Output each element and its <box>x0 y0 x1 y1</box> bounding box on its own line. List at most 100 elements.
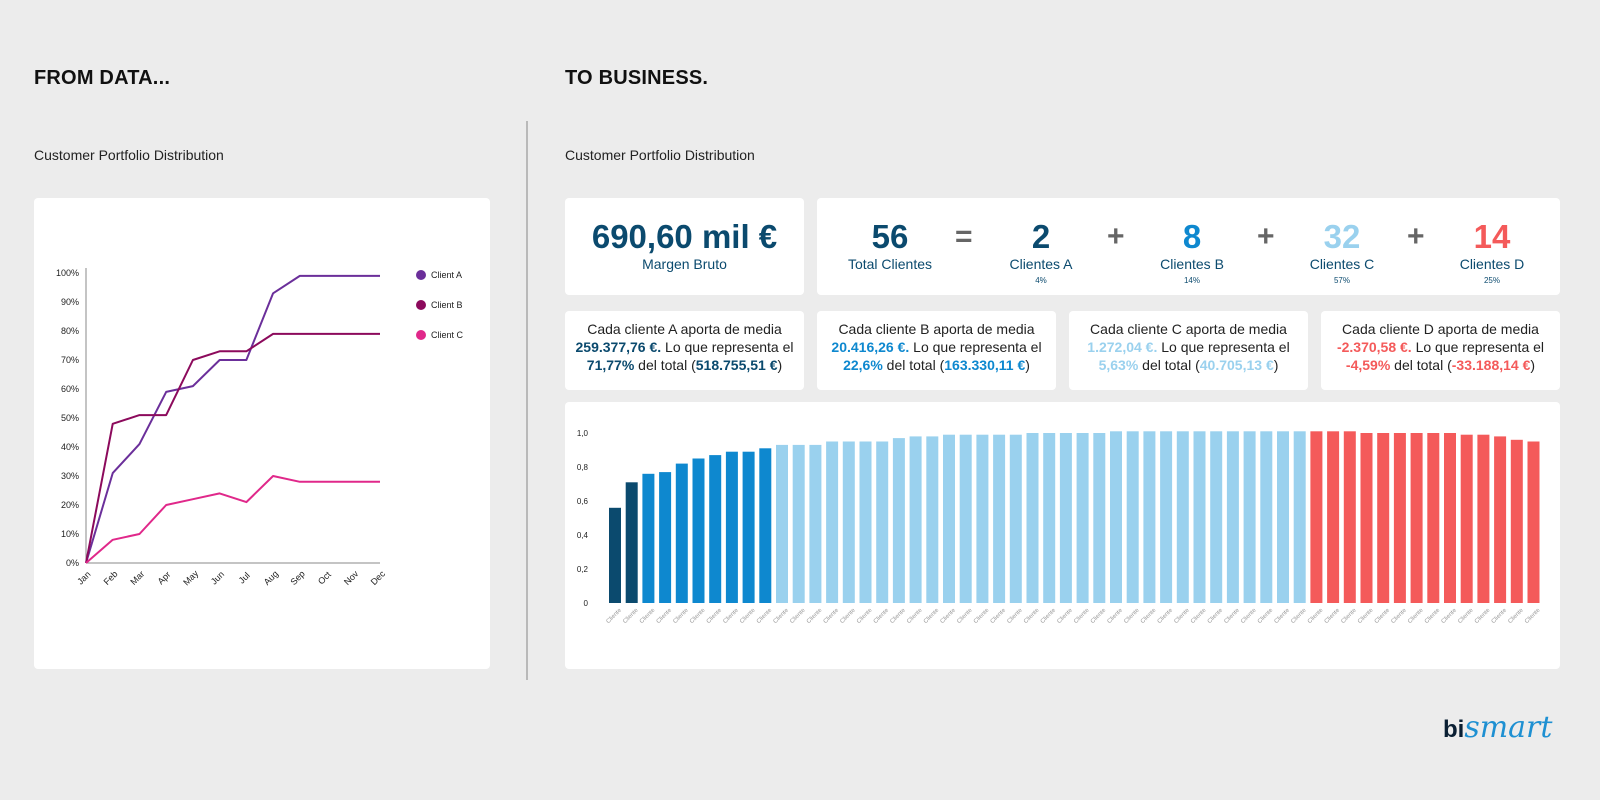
x-tick-label: Cliente <box>1090 607 1108 625</box>
card-b-tail: del total ( <box>882 357 945 373</box>
bar <box>1110 431 1122 603</box>
margin-label: Margen Bruto <box>642 256 727 272</box>
x-tick-label: Aug <box>262 569 280 587</box>
bar <box>976 434 989 603</box>
card-a-line1: Cada cliente A aporta de media <box>587 321 782 337</box>
x-tick-label: Jul <box>237 570 252 585</box>
x-tick-label: Sep <box>288 569 306 587</box>
bar <box>1410 433 1423 603</box>
x-tick-label: Cliente <box>1040 607 1058 625</box>
plus-sign-3: + <box>1407 220 1425 253</box>
y-tick-label: 20% <box>61 500 79 510</box>
card-c-pct: 5,63% <box>1098 357 1139 373</box>
x-tick-label: Nov <box>342 568 361 587</box>
x-tick-label: Cliente <box>1474 607 1492 625</box>
clients-d-pct: 25% <box>1483 276 1500 285</box>
y-tick-label: 0,8 <box>577 463 589 472</box>
logo-smart: smart <box>1464 710 1553 745</box>
card-b-total: 163.330,11 € <box>944 357 1026 373</box>
bar <box>909 436 922 603</box>
x-tick-label: Cliente <box>756 607 774 625</box>
card-d-total: -33.188,14 € <box>1451 357 1531 373</box>
x-tick-label: Cliente <box>1307 607 1325 625</box>
x-tick-label: Cliente <box>1140 607 1158 625</box>
x-tick-label: Cliente <box>639 607 657 625</box>
bar <box>1210 431 1223 603</box>
x-tick-label: Cliente <box>806 607 824 625</box>
x-tick-label: Cliente <box>1023 607 1041 625</box>
bar <box>642 473 655 603</box>
x-tick-label: Oct <box>316 569 333 586</box>
bar <box>1477 434 1490 603</box>
left-heading: FROM DATA... <box>34 67 171 89</box>
card-c-tail: del total ( <box>1138 357 1200 373</box>
x-tick-label: Cliente <box>1157 607 1175 625</box>
card-b-avg: 20.416,26 €. <box>831 339 910 355</box>
series-line-client-c <box>85 475 380 564</box>
x-tick-label: Cliente <box>1207 607 1225 625</box>
x-tick-label: Cliente <box>706 607 724 625</box>
bar <box>1343 431 1356 603</box>
y-tick-label: 0,2 <box>577 565 589 574</box>
x-tick-label: Cliente <box>739 607 757 625</box>
legend-marker <box>416 270 426 280</box>
card-d-mid: Lo que representa el <box>1411 339 1545 355</box>
bar <box>1277 431 1289 603</box>
y-tick-label: 0 <box>584 599 589 608</box>
clients-b-label: Clientes B <box>1160 256 1224 272</box>
x-tick-label: Cliente <box>1507 607 1525 625</box>
bar <box>625 482 638 603</box>
y-tick-label: 0,4 <box>577 531 589 540</box>
x-tick-label: Cliente <box>906 607 924 625</box>
card-d-line1: Cada cliente D aporta de media <box>1342 321 1539 337</box>
card-d-pct: -4,59% <box>1345 357 1391 373</box>
legend-label: Client B <box>431 300 463 310</box>
bar <box>1527 441 1540 603</box>
bar <box>826 441 839 603</box>
card-clients-a: Cada cliente A aporta de media 259.377,7… <box>565 311 804 390</box>
card-d-avg: -2.370,58 €. <box>1336 339 1412 355</box>
bar <box>926 436 939 603</box>
bar <box>675 463 688 603</box>
y-tick-label: 10% <box>61 529 79 539</box>
x-tick-label: Cliente <box>773 607 791 625</box>
plus-sign-2: + <box>1257 220 1275 253</box>
bar <box>742 451 755 603</box>
card-c-total: 40.705,13 € <box>1199 357 1274 373</box>
bismart-logo: bismart <box>1443 710 1552 750</box>
x-tick-label: Cliente <box>789 607 807 625</box>
x-tick-label: Cliente <box>1223 607 1241 625</box>
clients-summary-card: 56 Total Clientes = 2 Clientes A 4% + 8 … <box>817 198 1560 295</box>
bar <box>1126 431 1139 603</box>
bar <box>1327 431 1340 603</box>
bar <box>1226 431 1239 603</box>
card-clients-b: Cada cliente B aporta de media 20.416,26… <box>817 311 1056 390</box>
bar <box>1076 433 1089 603</box>
card-c-avg: 1.272,04 €. <box>1087 339 1158 355</box>
bar <box>809 444 822 603</box>
section-divider <box>526 121 528 680</box>
card-b-mid: Lo que representa el <box>909 339 1042 355</box>
right-chart-title: Customer Portfolio Distribution <box>565 147 755 163</box>
x-tick-label: Cliente <box>1056 607 1074 625</box>
x-tick-label: Cliente <box>1407 607 1425 625</box>
clients-a-label: Clientes A <box>1009 256 1073 272</box>
clients-a-value: 2 <box>1031 218 1051 255</box>
bar <box>859 441 872 603</box>
x-tick-label: Cliente <box>973 607 991 625</box>
bar <box>1176 431 1189 603</box>
y-tick-label: 100% <box>56 268 79 278</box>
bar <box>1444 433 1456 603</box>
x-tick-label: Dec <box>369 568 388 587</box>
bar <box>959 434 972 603</box>
x-tick-label: Cliente <box>823 607 841 625</box>
x-tick-label: Cliente <box>1491 607 1509 625</box>
bar <box>1293 431 1306 603</box>
series-line-client-b <box>85 332 380 564</box>
card-clients-d: Cada cliente D aporta de media -2.370,58… <box>1321 311 1560 390</box>
bar <box>1243 431 1256 603</box>
x-tick-label: Apr <box>156 569 173 586</box>
bar <box>1093 433 1106 603</box>
bar <box>1009 434 1022 603</box>
x-tick-label: Cliente <box>1257 607 1275 625</box>
